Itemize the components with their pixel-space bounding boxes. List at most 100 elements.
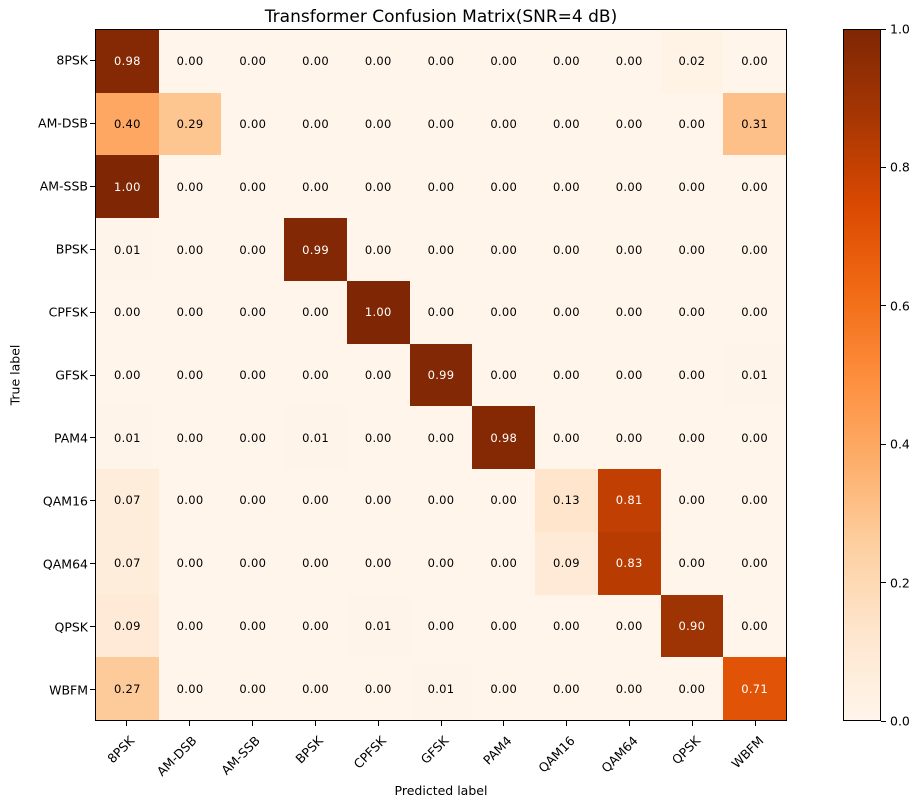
matrix-cell-GFSK-QAM16: 0.00 (535, 343, 598, 407)
matrix-cell-PAM4-WBFM: 0.00 (723, 406, 786, 470)
matrix-cell-8PSK-QAM64: 0.00 (597, 30, 661, 93)
x-tick-mark (629, 721, 631, 726)
matrix-cell-CPFSK-QAM64: 0.00 (597, 280, 661, 344)
colorbar-tick-label-1.0: 1.0 (890, 21, 910, 37)
y-tick-mark (90, 374, 95, 376)
matrix-cell-8PSK-WBFM: 0.00 (723, 30, 786, 93)
x-tick-label-AM-DSB: AM-DSB (154, 733, 200, 779)
matrix-cell-AM-DSB-GFSK: 0.00 (409, 92, 473, 156)
matrix-cell-WBFM-AM-SSB: 0.00 (221, 657, 285, 720)
colorbar-tick-label-0.6: 0.6 (890, 298, 910, 314)
x-tick-label-PAM4: PAM4 (479, 733, 515, 768)
matrix-cell-QPSK-GFSK: 0.00 (409, 594, 473, 658)
x-tick-label-AM-SSB: AM-SSB (218, 733, 263, 778)
matrix-cell-QAM16-QAM16: 0.13 (535, 469, 598, 532)
matrix-cell-8PSK-GFSK: 0.00 (409, 30, 473, 93)
matrix-cell-QPSK-CPFSK: 0.01 (346, 594, 410, 658)
matrix-cell-AM-DSB-QPSK: 0.00 (660, 92, 724, 156)
x-tick-mark (314, 721, 316, 726)
colorbar-tick-mark (881, 166, 886, 168)
matrix-cell-BPSK-PAM4: 0.00 (472, 218, 536, 281)
matrix-cell-CPFSK-BPSK: 0.00 (284, 280, 347, 344)
matrix-cell-GFSK-WBFM: 0.01 (723, 343, 786, 407)
matrix-cell-WBFM-8PSK: 0.27 (96, 657, 159, 720)
matrix-cell-8PSK-8PSK: 0.98 (96, 30, 159, 93)
matrix-cell-WBFM-GFSK: 0.01 (409, 657, 473, 720)
x-tick-label-QAM64: QAM64 (597, 733, 641, 776)
x-tick-mark (125, 721, 127, 726)
y-tick-mark (90, 689, 95, 691)
matrix-cell-QAM64-QPSK: 0.00 (660, 531, 724, 595)
matrix-cell-QAM16-QPSK: 0.00 (660, 469, 724, 532)
x-tick-mark (503, 721, 505, 726)
matrix-cell-AM-DSB-AM-DSB: 0.29 (158, 92, 222, 156)
y-tick-mark (90, 437, 95, 439)
colorbar-tick-mark (881, 28, 886, 30)
y-tick-label-AM-DSB: AM-DSB (38, 115, 88, 131)
y-tick-mark (90, 59, 95, 61)
matrix-cell-AM-DSB-QAM16: 0.00 (535, 92, 598, 156)
matrix-cell-CPFSK-PAM4: 0.00 (472, 280, 536, 344)
colorbar-tick-mark (881, 582, 886, 584)
matrix-cell-QPSK-AM-SSB: 0.00 (221, 594, 285, 658)
matrix-cell-BPSK-8PSK: 0.01 (96, 218, 159, 281)
matrix-cell-PAM4-QAM16: 0.00 (535, 406, 598, 470)
matrix-cell-QAM64-AM-DSB: 0.00 (158, 531, 222, 595)
matrix-cell-AM-SSB-GFSK: 0.00 (409, 155, 473, 219)
y-tick-label-QAM64: QAM64 (42, 556, 88, 572)
colorbar-tick-label-0.8: 0.8 (890, 159, 910, 175)
matrix-cell-QPSK-8PSK: 0.09 (96, 594, 159, 658)
y-tick-label-BPSK: BPSK (55, 241, 88, 257)
y-tick-label-PAM4: PAM4 (53, 430, 88, 446)
y-tick-label-QAM16: QAM16 (42, 493, 88, 509)
matrix-cell-BPSK-AM-SSB: 0.00 (221, 218, 285, 281)
matrix-cell-PAM4-QAM64: 0.00 (597, 406, 661, 470)
x-tick-label-QPSK: QPSK (668, 733, 704, 768)
matrix-cell-8PSK-BPSK: 0.00 (284, 30, 347, 93)
matrix-cell-AM-SSB-AM-DSB: 0.00 (158, 155, 222, 219)
x-tick-mark (692, 721, 694, 726)
matrix-cell-AM-SSB-QPSK: 0.00 (660, 155, 724, 219)
x-tick-mark (755, 721, 757, 726)
x-tick-label-8PSK: 8PSK (104, 733, 138, 766)
matrix-cell-CPFSK-AM-SSB: 0.00 (221, 280, 285, 344)
matrix-cell-AM-SSB-8PSK: 1.00 (96, 155, 159, 219)
matrix-cell-GFSK-QPSK: 0.00 (660, 343, 724, 407)
matrix-cell-QAM16-CPFSK: 0.00 (346, 469, 410, 532)
matrix-cell-BPSK-QAM16: 0.00 (535, 218, 598, 281)
matrix-cell-BPSK-QPSK: 0.00 (660, 218, 724, 281)
matrix-cell-BPSK-BPSK: 0.99 (284, 218, 347, 281)
matrix-cell-BPSK-QAM64: 0.00 (597, 218, 661, 281)
matrix-cell-GFSK-8PSK: 0.00 (96, 343, 159, 407)
matrix-cell-CPFSK-CPFSK: 1.00 (346, 280, 410, 344)
x-tick-label-CPFSK: CPFSK (350, 733, 389, 772)
matrix-cell-PAM4-CPFSK: 0.00 (346, 406, 410, 470)
colorbar-tick-label-0.2: 0.2 (890, 575, 910, 591)
x-tick-label-BPSK: BPSK (292, 733, 326, 767)
matrix-cell-PAM4-AM-DSB: 0.00 (158, 406, 222, 470)
matrix-cell-PAM4-AM-SSB: 0.00 (221, 406, 285, 470)
matrix-cell-AM-SSB-QAM64: 0.00 (597, 155, 661, 219)
matrix-cell-PAM4-PAM4: 0.98 (472, 406, 536, 470)
matrix-cell-AM-DSB-QAM64: 0.00 (597, 92, 661, 156)
matrix-cell-AM-DSB-PAM4: 0.00 (472, 92, 536, 156)
matrix-cell-BPSK-CPFSK: 0.00 (346, 218, 410, 281)
matrix-cell-WBFM-AM-DSB: 0.00 (158, 657, 222, 720)
x-tick-mark (188, 721, 190, 726)
matrix-cell-QAM64-QAM64: 0.83 (597, 531, 661, 595)
matrix-cell-QAM64-PAM4: 0.00 (472, 531, 536, 595)
matrix-cell-QAM16-PAM4: 0.00 (472, 469, 536, 532)
matrix-cell-BPSK-WBFM: 0.00 (723, 218, 786, 281)
chart-title: Transformer Confusion Matrix(SNR=4 dB) (264, 7, 618, 27)
matrix-cell-GFSK-BPSK: 0.00 (284, 343, 347, 407)
matrix-cell-AM-SSB-CPFSK: 0.00 (346, 155, 410, 219)
matrix-cell-QPSK-QPSK: 0.90 (660, 594, 724, 658)
matrix-cell-QPSK-PAM4: 0.00 (472, 594, 536, 658)
x-axis-title: Predicted label (394, 783, 488, 798)
matrix-cell-QAM64-8PSK: 0.07 (96, 531, 159, 595)
matrix-cell-WBFM-BPSK: 0.00 (284, 657, 347, 720)
matrix-cell-AM-DSB-8PSK: 0.40 (96, 92, 159, 156)
y-axis-title: True label (7, 344, 23, 406)
x-tick-label-WBFM: WBFM (728, 733, 767, 772)
x-tick-mark (377, 721, 379, 726)
